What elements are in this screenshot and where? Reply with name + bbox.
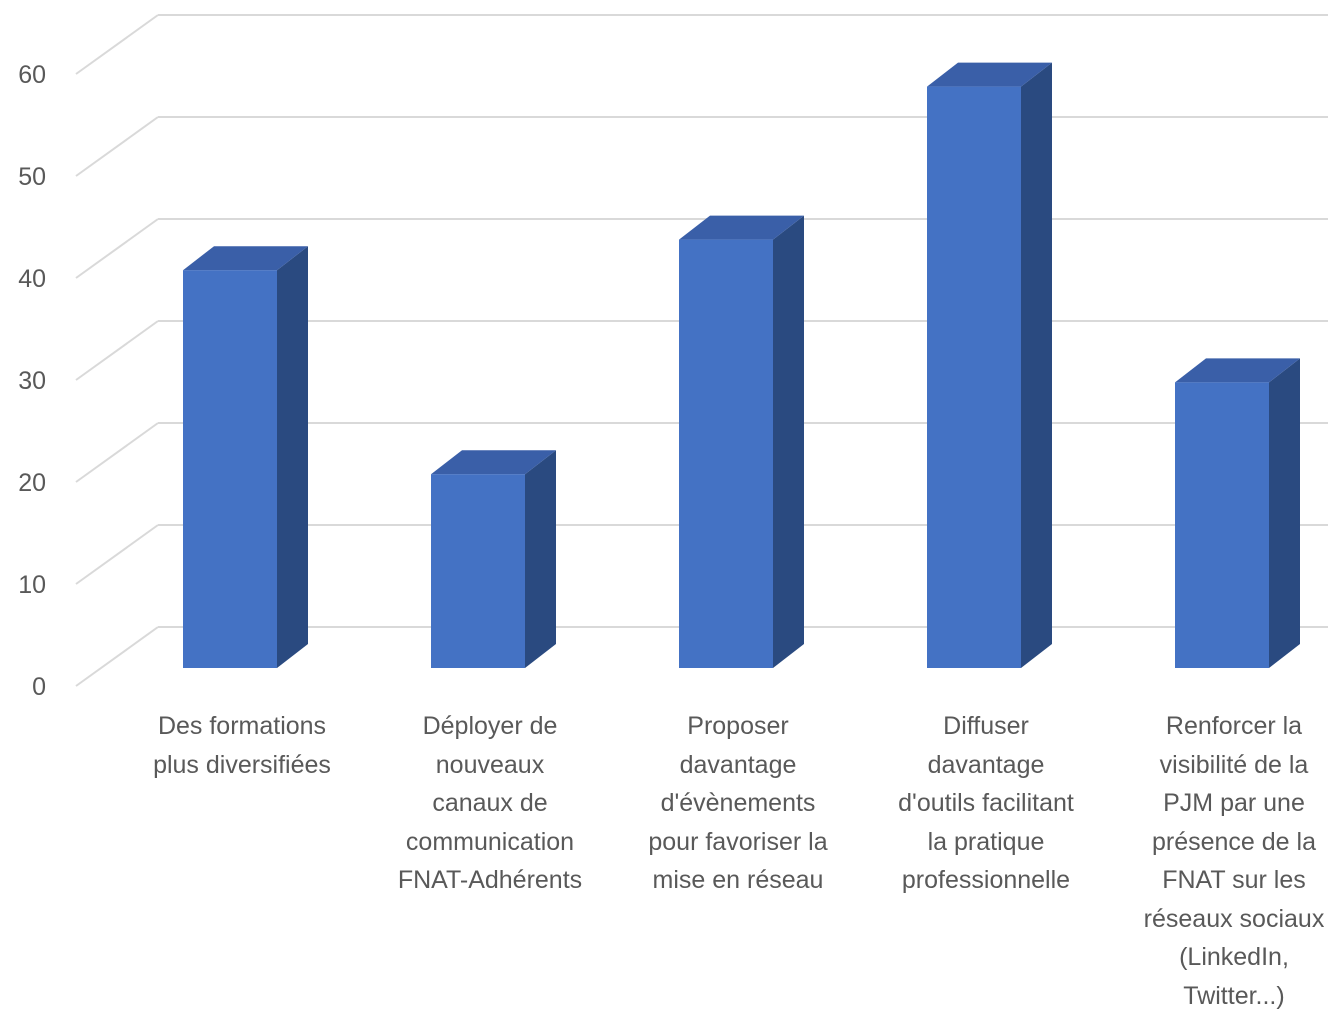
x-tick-label-line: (LinkedIn, — [1124, 938, 1328, 977]
bar-front — [679, 240, 773, 668]
x-tick-label-line: présence de la — [1124, 823, 1328, 862]
y-tick-label: 60 — [18, 61, 46, 89]
side-gridline-10 — [76, 525, 158, 584]
x-tick-label-line: pour favoriser la — [628, 823, 848, 862]
side-gridline-0 — [76, 627, 158, 686]
side-gridline-20 — [76, 423, 158, 482]
x-tick-label-line: visibilité de la — [1124, 746, 1328, 785]
bar-front — [183, 270, 277, 668]
x-tick-label-line: Diffuser — [876, 707, 1096, 746]
bar-side — [277, 246, 308, 668]
y-tick-label: 10 — [18, 571, 46, 599]
x-tick-label-line: la pratique — [876, 823, 1096, 862]
bar-front — [431, 474, 525, 668]
x-tick-label-line: professionnelle — [876, 861, 1096, 900]
y-tick-label: 40 — [18, 265, 46, 293]
x-tick-label-line: PJM par une — [1124, 784, 1328, 823]
y-tick-label: 0 — [32, 673, 46, 701]
x-tick-label-line: canaux de — [380, 784, 600, 823]
x-tick-label-line: plus diversifiées — [132, 746, 352, 785]
x-tick-label-line: d'évènements — [628, 784, 848, 823]
x-tick-label-line: d'outils facilitant — [876, 784, 1096, 823]
x-tick-label-line: Des formations — [132, 707, 352, 746]
bars — [183, 63, 1300, 668]
bar-front — [1175, 382, 1269, 668]
bar — [927, 63, 1052, 668]
x-tick-label-line: FNAT sur les — [1124, 861, 1328, 900]
bar — [183, 246, 308, 668]
y-tick-label: 50 — [18, 163, 46, 191]
side-gridline-30 — [76, 321, 158, 380]
bar — [679, 216, 804, 668]
x-tick-label-line: mise en réseau — [628, 861, 848, 900]
y-axis-ticks: 0 10 20 30 40 50 60 — [18, 61, 46, 701]
side-gridline-50 — [76, 117, 158, 176]
y-tick-label: 20 — [18, 469, 46, 497]
x-tick-label-line: davantage — [628, 746, 848, 785]
x-tick-label-line: Proposer — [628, 707, 848, 746]
side-gridline-60 — [76, 15, 158, 74]
x-tick-label-line: communication — [380, 823, 600, 862]
bar — [1175, 358, 1300, 668]
x-tick-label-line: Déployer de — [380, 707, 600, 746]
bar — [431, 450, 556, 668]
y-tick-label: 30 — [18, 367, 46, 395]
x-tick-label-line: davantage — [876, 746, 1096, 785]
bar-front — [927, 87, 1021, 668]
x-tick-label-line: FNAT-Adhérents — [380, 861, 600, 900]
side-gridline-40 — [76, 219, 158, 278]
bar-side — [1021, 63, 1052, 668]
bar-side — [773, 216, 804, 668]
x-tick-label-line: Twitter...) — [1124, 977, 1328, 1015]
bar-side — [525, 450, 556, 668]
x-tick-label-line: nouveaux — [380, 746, 600, 785]
x-tick-label-line: Renforcer la — [1124, 707, 1328, 746]
bar-side — [1269, 358, 1300, 668]
x-tick-label-line: réseaux sociaux — [1124, 900, 1328, 939]
